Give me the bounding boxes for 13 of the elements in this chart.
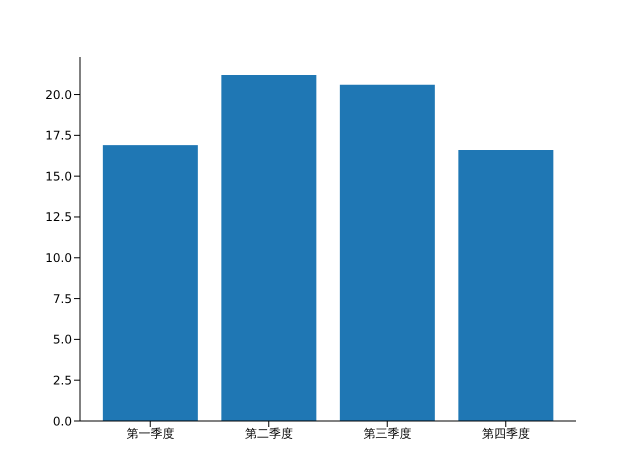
y-tick-label: 2.5: [52, 373, 72, 388]
y-tick-label: 7.5: [52, 292, 72, 306]
y-tick-label: 0.0: [52, 414, 72, 428]
y-tick-label: 5.0: [52, 332, 72, 347]
y-tick-label: 12.5: [45, 210, 72, 224]
y-tick-label: 17.5: [45, 128, 72, 143]
x-tick-label: 第三季度: [363, 426, 412, 441]
y-tick-label: 20.0: [45, 88, 72, 102]
x-tick-label: 第一季度: [126, 426, 174, 441]
x-tick-label: 第四季度: [482, 426, 530, 441]
y-tick-label: 15.0: [45, 169, 72, 184]
x-tick-label: 第二季度: [244, 426, 293, 441]
y-tick-label: 10.0: [45, 251, 72, 266]
